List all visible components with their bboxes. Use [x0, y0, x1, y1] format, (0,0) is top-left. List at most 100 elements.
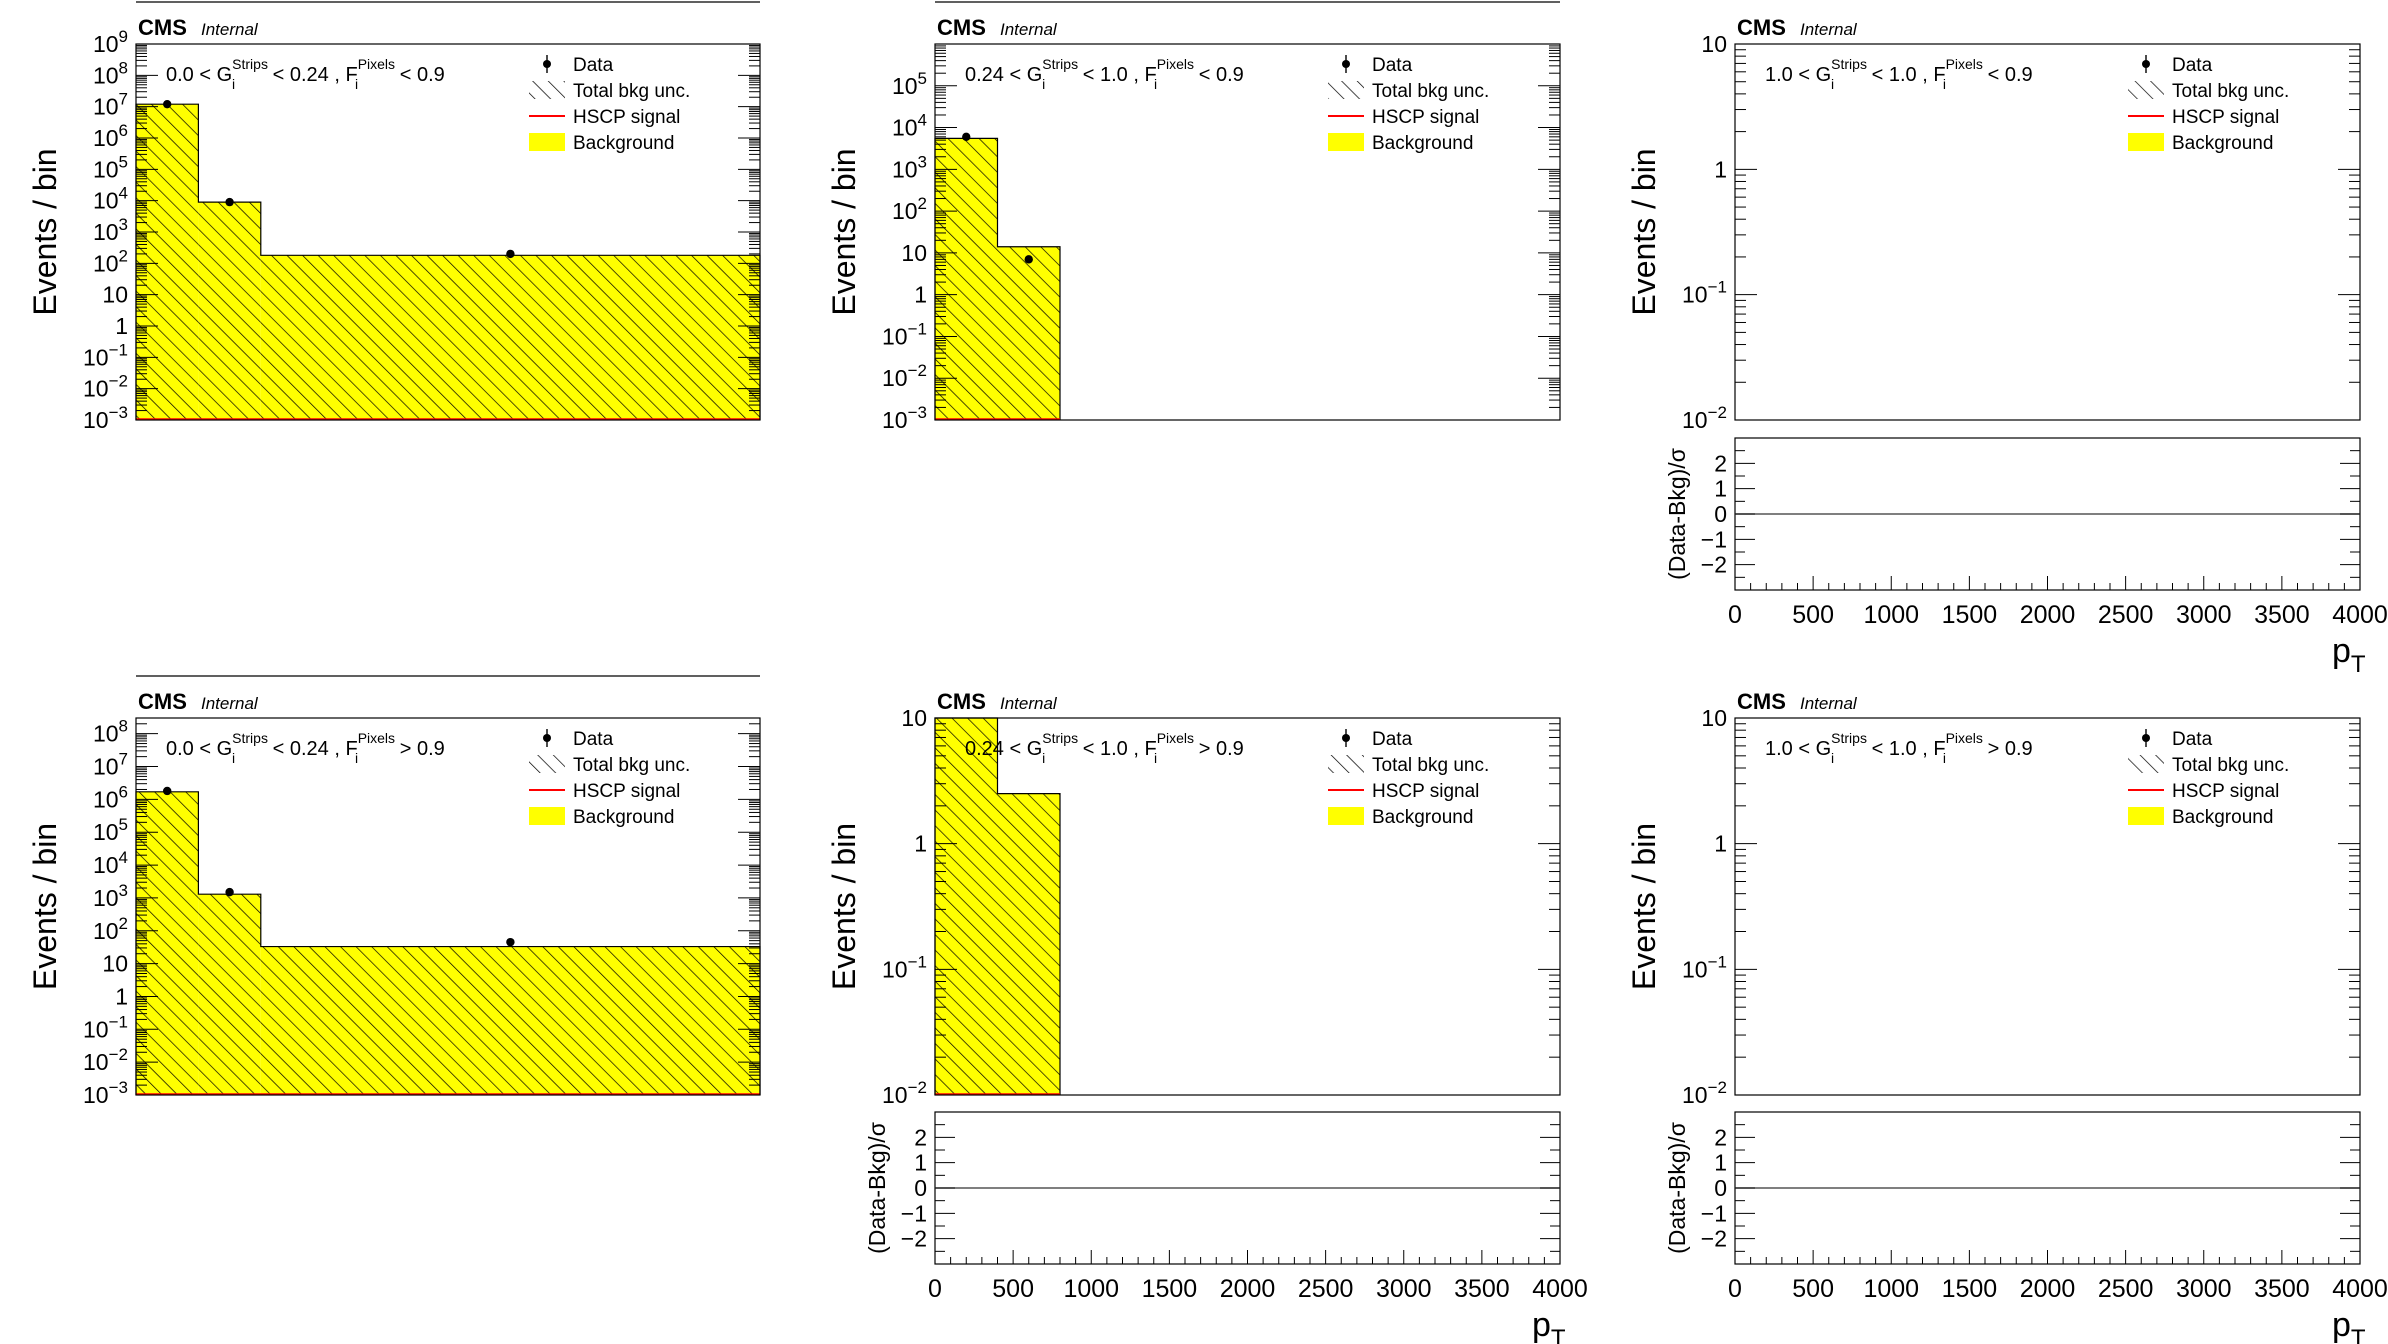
legend-label-bkg: Background: [573, 807, 674, 828]
data-point-0: [962, 132, 971, 142]
y-tick-label-3: 10−2: [1682, 1078, 1727, 1108]
x-tick-label-3: 1500: [1942, 601, 1998, 629]
legend-label-signal: HSCP signal: [1372, 781, 1479, 802]
internal-label: Internal: [1800, 20, 1858, 39]
legend-marker-unc: [529, 755, 565, 773]
legend-marker-unc: [2128, 81, 2164, 99]
x-tick-label-1: 500: [1792, 1275, 1834, 1303]
y-tick-label-9: 10−1: [83, 1012, 128, 1042]
legend-marker-bkg: [529, 133, 565, 151]
y-tick-label-4: 104: [93, 848, 128, 878]
y-tick-label-6: 10−1: [882, 319, 927, 349]
y-axis-title: Events / bin: [27, 823, 63, 990]
x-tick-label-6: 3000: [2176, 1275, 2232, 1303]
x-tick-label-7: 3500: [1454, 1275, 1510, 1303]
legend-marker-unc: [1328, 755, 1364, 773]
y-tick-label-1: 1: [1714, 156, 1727, 182]
legend-label-bkg: Background: [1372, 807, 1473, 828]
internal-label: Internal: [201, 20, 259, 39]
y-tick-label-1: 1: [914, 831, 927, 857]
y-axis-title: Events / bin: [826, 823, 862, 990]
x-tick-label-3: 1500: [1142, 1275, 1198, 1303]
legend-label-signal: HSCP signal: [2172, 107, 2279, 128]
background-unc-hatch-1: [997, 793, 1060, 1095]
pull-tick-label-0: 2: [1714, 450, 1727, 476]
data-point-1: [225, 887, 234, 897]
legend-label-signal: HSCP signal: [573, 107, 680, 128]
y-tick-label-0: 108: [93, 717, 128, 747]
legend-label-unc: Total bkg unc.: [2172, 755, 2289, 776]
pull-tick-label-2: 0: [1714, 1175, 1727, 1201]
legend-label-signal: HSCP signal: [1372, 107, 1479, 128]
chart-panel-p4: CMS Internal10810710610510410310210110−11…: [27, 675, 761, 1108]
x-tick-label-4: 2000: [2020, 1275, 2076, 1303]
x-tick-label-8: 4000: [2332, 1275, 2388, 1303]
y-tick-label-0: 10: [901, 705, 927, 731]
y-tick-label-3: 106: [93, 121, 128, 151]
y-tick-label-7: 10−2: [882, 361, 927, 391]
legend-label-unc: Total bkg unc.: [573, 81, 690, 102]
pull-tick-label-3: −1: [1701, 526, 1727, 552]
plot-frame: [1734, 43, 2361, 421]
cms-label: CMS: [1737, 689, 1786, 714]
internal-label: Internal: [201, 694, 259, 713]
cut-text: 0.0 < GStrips i < 0.24 , FPixels i > 0.9: [166, 730, 445, 766]
y-tick-label-3: 10−2: [882, 1078, 927, 1108]
legend-label-unc: Total bkg unc.: [2172, 81, 2289, 102]
y-tick-label-1: 108: [93, 58, 128, 88]
x-axis-title: pT: [2332, 632, 2366, 678]
legend-marker-unc: [529, 81, 565, 99]
y-tick-label-8: 10: [102, 282, 128, 308]
pull-tick-label-1: 1: [914, 1150, 927, 1176]
pull-pad: 210−1−2(Data-Bkg)/σ0 500 1000 1500 2000 2500 3…: [1664, 1111, 2388, 1344]
legend: Data Total bkg unc. HSCP signal Background: [529, 729, 690, 828]
pull-tick-label-3: −1: [901, 1200, 927, 1226]
background-unc-hatch-0: [935, 138, 998, 420]
internal-label: Internal: [1800, 694, 1858, 713]
background-unc-hatch-1: [997, 246, 1060, 420]
pull-axis-title: (Data-Bkg)/σ: [1664, 448, 1690, 580]
x-tick-label-6: 3000: [1376, 1275, 1432, 1303]
legend-marker-bkg: [2128, 807, 2164, 825]
y-tick-label-5: 104: [93, 184, 128, 214]
legend: Data Total bkg unc. HSCP signal Background: [1328, 55, 1489, 154]
data-point-0: [163, 99, 172, 109]
x-tick-label-1: 500: [992, 1275, 1034, 1303]
y-tick-label-3: 102: [892, 194, 927, 224]
cut-text: 0.24 < GStrips i < 1.0 , FPixels i < 0.9: [965, 56, 1244, 92]
y-tick-label-9: 1: [115, 313, 128, 339]
cms-label: CMS: [937, 689, 986, 714]
background-histogram: [135, 791, 761, 1095]
cut-text: 1.0 < GStrips i < 1.0 , FPixels i > 0.9: [1765, 730, 2033, 766]
y-tick-label-11: 10−2: [83, 372, 128, 402]
cms-label: CMS: [937, 15, 986, 40]
legend-label-data: Data: [2172, 729, 2213, 750]
y-axis-title: Events / bin: [826, 148, 862, 315]
legend: Data Total bkg unc. HSCP signal Background: [1328, 729, 1489, 828]
x-tick-label-4: 2000: [2020, 601, 2076, 629]
y-tick-label-2: 106: [93, 782, 128, 812]
legend: Data Total bkg unc. HSCP signal Background: [2128, 55, 2289, 154]
legend-label-data: Data: [573, 55, 614, 76]
legend-label-signal: HSCP signal: [2172, 781, 2279, 802]
legend-label-data: Data: [573, 729, 614, 750]
x-tick-label-0: 0: [928, 1275, 942, 1303]
legend-marker-unc: [2128, 755, 2164, 773]
x-tick-label-7: 3500: [2254, 601, 2310, 629]
y-tick-label-4: 10: [901, 240, 927, 266]
plot-frame: [934, 717, 1561, 1096]
legend-marker-bkg: [2128, 133, 2164, 151]
background-unc-hatch-1: [198, 894, 261, 1095]
pull-tick-label-1: 1: [1714, 1150, 1727, 1176]
cut-text: 0.0 < GStrips i < 0.24 , FPixels i < 0.9: [166, 56, 445, 92]
y-tick-label-10: 10−1: [83, 340, 128, 370]
y-tick-label-0: 105: [892, 69, 927, 99]
legend-marker-unc: [1328, 81, 1364, 99]
y-tick-label-3: 10−2: [1682, 403, 1727, 433]
legend-marker-bkg: [529, 807, 565, 825]
y-tick-label-1: 107: [93, 750, 128, 780]
background-unc-hatch-0: [136, 104, 199, 420]
y-tick-label-0: 10: [1701, 705, 1727, 731]
